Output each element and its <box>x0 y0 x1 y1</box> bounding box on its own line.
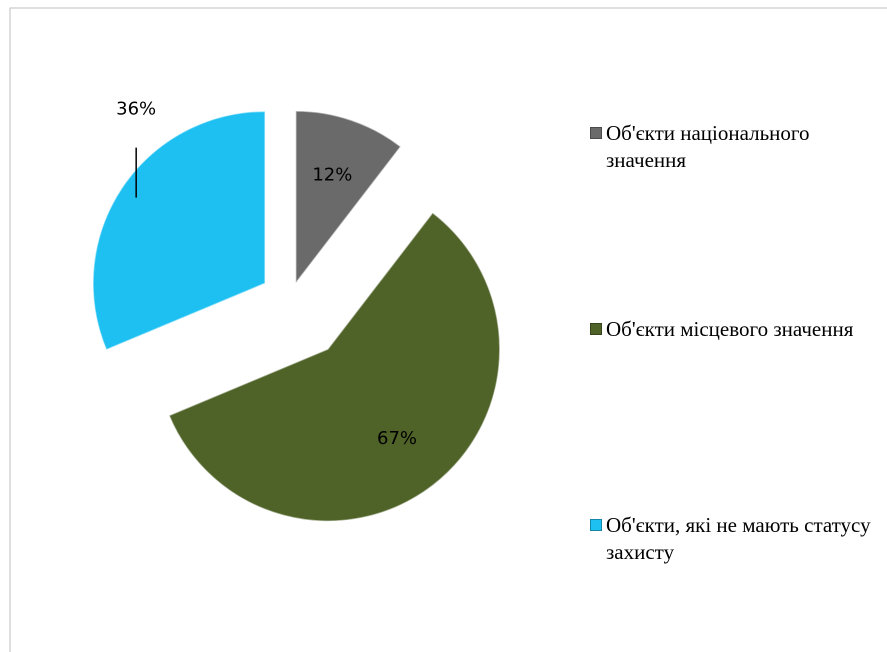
legend-item: Об'єкти, які не мають статусу захисту <box>590 512 880 566</box>
chart-frame <box>9 7 887 652</box>
data-label: 67% <box>377 428 417 449</box>
pie-slice <box>295 110 402 286</box>
pie-slice <box>168 211 501 522</box>
data-label: 36% <box>116 99 156 120</box>
legend-swatch <box>590 127 602 139</box>
legend-label: Об'єкти, які не мають статусу захисту <box>606 513 871 564</box>
legend-item: Об'єкти місцевого значення <box>590 316 880 343</box>
legend-swatch <box>590 323 602 335</box>
pie-slice <box>92 110 266 351</box>
data-label: 12% <box>312 164 352 185</box>
legend-swatch <box>590 519 602 531</box>
legend-label: Об'єкти національного значення <box>606 121 810 172</box>
legend-item: Об'єкти національного значення <box>590 120 880 174</box>
legend-label: Об'єкти місцевого значення <box>606 317 854 341</box>
